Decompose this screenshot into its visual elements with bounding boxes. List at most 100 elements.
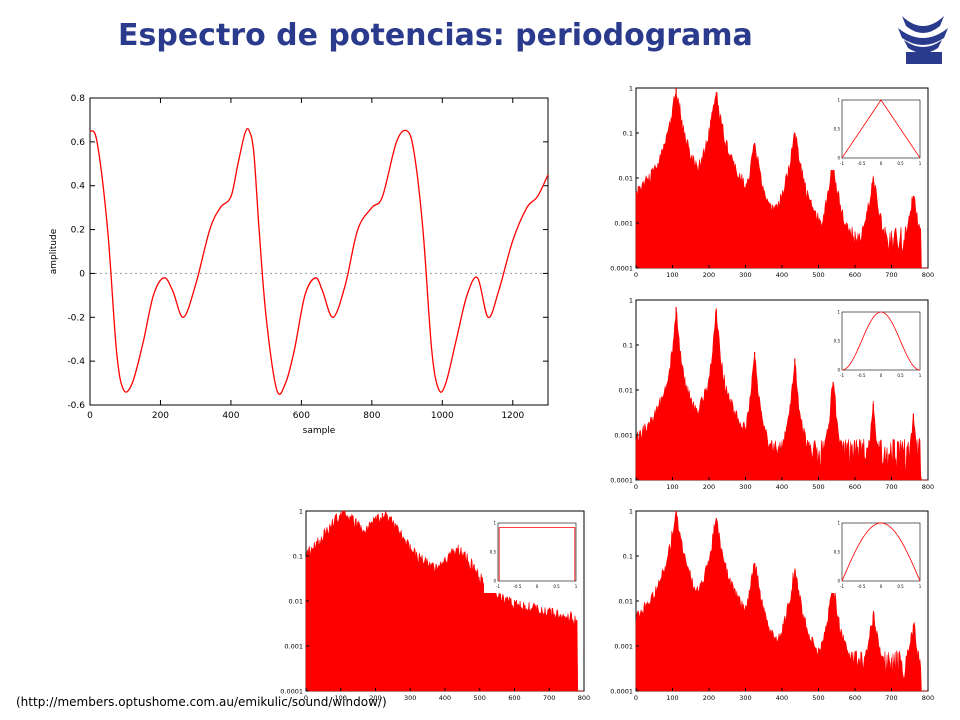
inset-y-tick-label: 0.5	[834, 339, 841, 344]
x-tick-label: 700	[885, 271, 897, 279]
inset-frame	[497, 522, 577, 582]
y-tick-label: 0.001	[614, 432, 633, 440]
x-tick-label: 100	[666, 271, 678, 279]
inset-x-tick-label: 0	[880, 584, 883, 589]
y-tick-label: 0.2	[71, 226, 85, 236]
y-tick-label: 0.0001	[610, 265, 633, 273]
y-tick-label: 0.01	[619, 387, 633, 395]
x-tick-label: 400	[222, 411, 239, 421]
x-tick-label: 200	[369, 694, 381, 702]
inset-x-tick-label: -0.5	[858, 373, 866, 378]
inset-x-tick-label: -0.5	[858, 161, 866, 166]
inset-x-tick-label: 1	[919, 373, 922, 378]
x-tick-label: 500	[812, 483, 824, 491]
x-tick-label: 700	[543, 694, 555, 702]
inset-x-tick-label: 1	[575, 584, 578, 589]
y-tick-label: -0.4	[67, 357, 85, 367]
y-tick-label: 1	[629, 297, 633, 305]
x-tick-label: 800	[922, 694, 934, 702]
inset-x-tick-label: -1	[496, 584, 500, 589]
inset-background	[484, 519, 582, 593]
y-tick-label: 0.01	[619, 175, 633, 183]
inset-x-tick-label: 0.5	[897, 373, 904, 378]
page-title: Espectro de potencias: periodograma	[118, 18, 753, 53]
inset-y-tick-label: 0	[837, 156, 840, 161]
y-tick-label: 0	[79, 269, 85, 279]
x-tick-label: 600	[508, 694, 520, 702]
x-tick-label: 0	[304, 694, 308, 702]
x-tick-label: 300	[404, 694, 416, 702]
inset-x-tick-label: -1	[840, 373, 844, 378]
y-tick-label: 0.6	[71, 138, 86, 148]
x-axis-label: sample	[303, 426, 336, 436]
inset-x-tick-label: -1	[840, 584, 844, 589]
x-tick-label: 0	[634, 483, 638, 491]
inset-background	[828, 308, 926, 382]
x-tick-label: 200	[703, 483, 715, 491]
y-axis-label: amplitude	[49, 228, 59, 274]
x-tick-label: 100	[335, 694, 347, 702]
inset-y-tick-label: 0.5	[834, 127, 841, 132]
inset-x-tick-label: 0.5	[553, 584, 560, 589]
inset-background	[828, 519, 926, 593]
window-shape-line	[841, 522, 921, 582]
x-tick-label: 300	[739, 271, 751, 279]
spectrum-area	[635, 91, 928, 269]
inset-background	[828, 96, 926, 170]
x-tick-label: 700	[885, 694, 897, 702]
x-tick-label: 100	[666, 483, 678, 491]
x-tick-label: 800	[922, 271, 934, 279]
x-tick-label: 600	[849, 694, 861, 702]
x-tick-label: 800	[922, 483, 934, 491]
inset-x-tick-label: 0	[536, 584, 539, 589]
inset-x-tick-label: 0.5	[897, 161, 904, 166]
signal-chart: 0 200 400 600 800 1000 1200 -0.6 -0.4 -0.2 0 0.2 0.4…	[40, 86, 555, 445]
x-tick-label: 500	[812, 271, 824, 279]
x-tick-label: 500	[474, 694, 486, 702]
x-tick-label: 1000	[431, 411, 454, 421]
x-tick-label: 1200	[501, 411, 524, 421]
x-tick-label: 400	[776, 483, 788, 491]
x-tick-label: 0	[634, 694, 638, 702]
y-tick-label: 0.1	[623, 553, 633, 561]
inset-y-tick-label: 0.5	[490, 550, 497, 555]
y-tick-label: 0.1	[293, 553, 303, 561]
y-tick-label: 1	[629, 85, 633, 93]
inset-x-tick-label: 0	[880, 161, 883, 166]
window-shape-line	[841, 311, 921, 371]
x-tick-label: 300	[739, 694, 751, 702]
inset-x-tick-label: 1	[919, 161, 922, 166]
spectrum-area	[635, 510, 928, 692]
x-tick-label: 0	[87, 411, 93, 421]
spectrum-area	[635, 307, 928, 481]
y-tick-label: 0.001	[284, 643, 303, 651]
y-tick-label: -0.6	[67, 401, 85, 411]
inset-y-tick-label: 1	[837, 521, 840, 526]
inset-y-tick-label: 0	[493, 579, 496, 584]
y-tick-label: 0.01	[289, 598, 303, 606]
x-tick-label: 200	[703, 694, 715, 702]
inset-x-tick-label: 0	[880, 373, 883, 378]
inset-y-tick-label: 0.5	[834, 550, 841, 555]
inset-x-tick-label: 0.5	[897, 584, 904, 589]
inset-y-tick-label: 1	[493, 521, 496, 526]
x-tick-label: 800	[578, 694, 590, 702]
window-shape-line	[498, 527, 576, 581]
inset-x-tick-label: -1	[840, 161, 844, 166]
inset-x-tick-label: 1	[919, 584, 922, 589]
y-tick-label: 0.001	[614, 220, 633, 228]
inset-x-tick-label: -0.5	[514, 584, 522, 589]
source-url: (http://members.optushome.com.au/emikuli…	[16, 695, 387, 709]
window-inset: -1 -0.5 0 0.5 1 0 0.5 1	[484, 519, 582, 593]
y-tick-label: 1	[629, 508, 633, 516]
window-inset: -1 -0.5 0 0.5 1 0 0.5 1	[828, 308, 926, 382]
y-tick-label: 0.1	[623, 130, 633, 138]
spectrum-triangular-window: 0 100 200 300 400 500 600 700 800 0.0001 0.001 0.01…	[598, 80, 938, 284]
inset-x-tick-label: -0.5	[858, 584, 866, 589]
inset-y-tick-label: 1	[837, 310, 840, 315]
window-shape-line	[841, 99, 921, 159]
y-tick-label: 0.8	[71, 94, 86, 104]
x-tick-label: 400	[439, 694, 451, 702]
spectrum-area	[305, 510, 584, 692]
inset-y-tick-label: 0	[837, 579, 840, 584]
